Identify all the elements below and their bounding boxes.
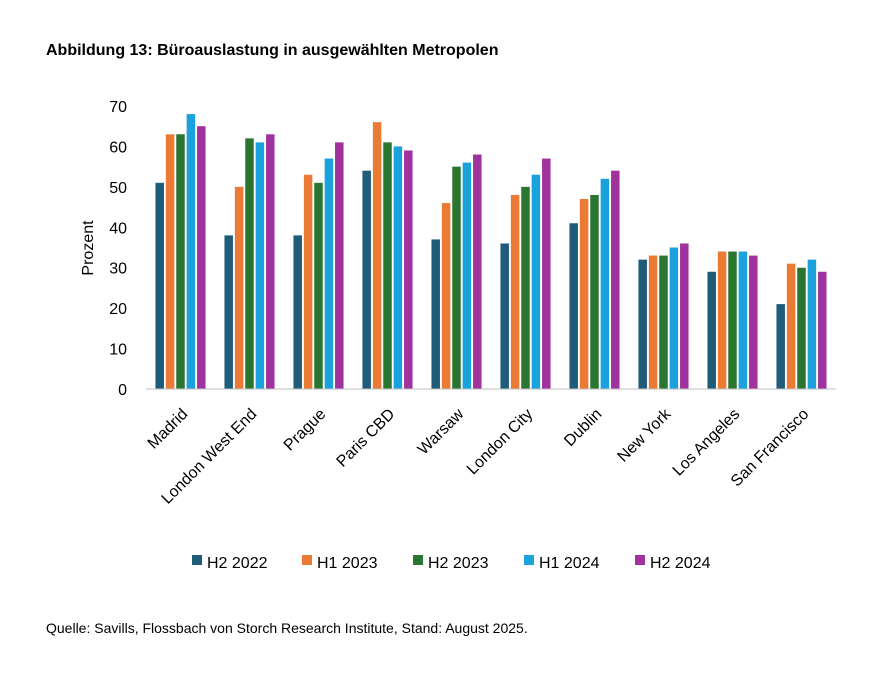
x-category-label: Paris CBD [333, 406, 398, 471]
bar-london-west-end-h1-2024 [255, 142, 265, 389]
x-category-label: Madrid [145, 406, 192, 453]
bar-dublin-h1-2023 [579, 198, 589, 389]
legend-swatch [524, 555, 534, 565]
bar-london-city-h2-2024 [542, 158, 551, 389]
y-tick-label: 10 [109, 342, 127, 359]
bar-london-city-h1-2023 [510, 194, 520, 389]
bar-london-west-end-h2-2022 [224, 235, 233, 389]
bar-warsaw-h2-2023 [452, 166, 461, 389]
bar-warsaw-h2-2024 [473, 154, 482, 389]
bar-dublin-h2-2023 [590, 194, 599, 389]
legend-label: H2 2022 [207, 555, 268, 572]
bar-los-angeles-h2-2023 [728, 251, 737, 389]
bar-san-francisco-h1-2024 [807, 259, 817, 389]
bar-san-francisco-h2-2023 [797, 267, 806, 389]
legend-label: H1 2023 [317, 555, 378, 572]
bar-dublin-h2-2022 [569, 223, 578, 389]
bar-prague-h2-2022 [293, 235, 302, 389]
bar-los-angeles-h2-2022 [707, 271, 716, 389]
bar-dublin-h1-2024 [600, 178, 610, 389]
bar-prague-h1-2024 [324, 158, 334, 389]
x-category-label: Dublin [561, 406, 605, 450]
y-axis-label: Prozent [80, 220, 97, 276]
bar-madrid-h1-2024 [186, 114, 196, 389]
bar-los-angeles-h1-2023 [717, 251, 727, 389]
bar-los-angeles-h2-2024 [749, 255, 758, 389]
legend-swatch [302, 555, 312, 565]
x-category-label: Los Angeles [670, 406, 744, 480]
y-tick-label: 50 [109, 180, 127, 197]
bar-new-york-h2-2023 [659, 255, 668, 389]
legend-label: H2 2023 [428, 555, 489, 572]
y-tick-label: 20 [109, 301, 127, 318]
y-tick-label: 60 [109, 139, 127, 156]
chart-title: Abbildung 13: Büroauslastung in ausgewäh… [46, 42, 499, 59]
bar-madrid-h2-2023 [176, 134, 185, 389]
bar-paris-cbd-h2-2023 [383, 142, 392, 389]
bar-los-angeles-h1-2024 [738, 251, 748, 389]
bar-london-west-end-h2-2024 [266, 134, 275, 389]
bar-san-francisco-h1-2023 [786, 263, 796, 389]
bar-marks [155, 114, 827, 390]
bar-dublin-h2-2024 [611, 170, 620, 389]
bar-paris-cbd-h2-2022 [362, 170, 371, 389]
x-category-label: New York [615, 405, 676, 466]
bar-madrid-h2-2024 [197, 126, 206, 389]
legend-label: H1 2024 [539, 555, 600, 572]
legend: H2 2022 H1 2023 H2 2023 H1 2024 H2 2024 [192, 555, 711, 572]
bar-london-city-h2-2022 [500, 243, 509, 389]
bar-new-york-h2-2024 [680, 243, 689, 389]
bar-warsaw-h1-2023 [441, 203, 451, 389]
bar-san-francisco-h2-2024 [818, 271, 827, 389]
bar-warsaw-h2-2022 [431, 239, 440, 389]
x-category-label: Warsaw [415, 405, 468, 458]
source-note: Quelle: Savills, Flossbach von Storch Re… [46, 620, 528, 636]
legend-label: H2 2024 [650, 555, 711, 572]
legend-swatch [635, 555, 645, 565]
x-category-label: London City [464, 406, 536, 478]
y-tick-label: 40 [109, 220, 127, 237]
y-tick-label: 0 [118, 382, 127, 399]
bar-new-york-h1-2023 [648, 255, 658, 389]
bar-prague-h1-2023 [303, 174, 313, 389]
y-tick-label: 70 [109, 99, 127, 116]
bar-madrid-h2-2022 [155, 182, 164, 389]
bar-warsaw-h1-2024 [462, 162, 472, 389]
legend-swatch [192, 555, 202, 565]
bar-new-york-h1-2024 [669, 247, 679, 389]
bar-san-francisco-h2-2022 [776, 304, 785, 389]
bar-paris-cbd-h2-2024 [404, 150, 413, 389]
bar-london-city-h2-2023 [521, 186, 530, 389]
bar-prague-h2-2023 [314, 182, 323, 389]
bar-london-west-end-h2-2023 [245, 138, 254, 389]
bar-london-west-end-h1-2023 [234, 186, 244, 389]
bar-paris-cbd-h1-2024 [393, 146, 403, 389]
bar-paris-cbd-h1-2023 [372, 122, 382, 390]
bar-madrid-h1-2023 [165, 134, 175, 389]
bar-prague-h2-2024 [335, 142, 344, 389]
x-category-label: Prague [281, 406, 330, 455]
legend-swatch [413, 555, 423, 565]
bar-new-york-h2-2022 [638, 259, 647, 389]
y-tick-label: 30 [109, 261, 127, 278]
bar-london-city-h1-2024 [531, 174, 541, 389]
y-axis-ticks: 0 10 20 30 40 50 60 70 [109, 99, 127, 399]
